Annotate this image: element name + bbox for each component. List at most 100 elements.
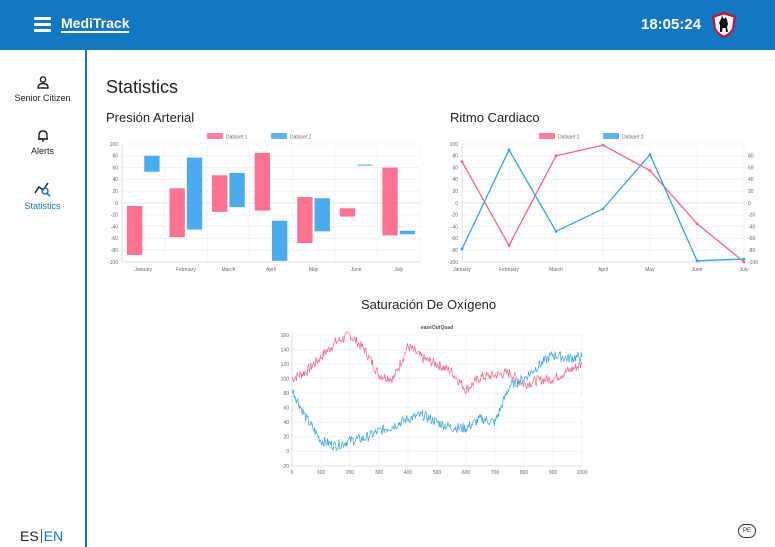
data-point [601,143,605,147]
data-point [742,260,746,264]
blood-pressure-chart: 100 80 60 40 20 0 -20 -40 -60 -80 -100 January Febru… [108,133,421,273]
y2-tick-label: -60 [748,236,755,242]
bar [297,197,313,244]
y-tick-label: -60 [111,236,118,242]
data-point [507,148,511,152]
oxygen-chart-title: Saturación De Oxígeno [361,297,497,312]
x-tick-label: 500 [433,470,442,476]
lang-divider [40,529,42,543]
y-tick-label: 40 [452,177,458,183]
y-tick-label: 20 [452,189,458,195]
bell-icon [37,130,48,142]
bar [339,208,356,217]
y-tick-label: 100 [110,142,119,148]
y-tick-label: 120 [281,362,290,368]
top-bar: MediTrack 18:05:24 [0,0,775,50]
clock: 18:05:24 [641,16,702,33]
brand-link[interactable]: MediTrack [61,15,130,33]
legend-label: Dataset 1 [558,135,580,141]
x-tick-label: 0 [291,470,294,476]
chart-search-icon [33,182,51,197]
bar [314,198,330,232]
y2-tick-label: 40 [748,177,754,183]
data-point [554,154,558,158]
bar [357,164,373,166]
y2-tick-label: 0 [748,201,751,207]
data-point [460,247,464,251]
y-tick-label: 60 [112,165,118,171]
x-tick-label: July [740,267,749,273]
bar [254,152,270,211]
heart-rate-chart-title: Ritmo Cardiaco [450,110,540,125]
lang-en-button[interactable]: EN [43,528,64,544]
sidebar: Senior Citizen Alerts Statistics ES EN [0,50,87,547]
x-tick-label: 1000 [576,470,587,476]
lang-es-button[interactable]: ES [20,528,39,544]
data-point [554,229,558,233]
data-point [601,207,605,211]
x-tick-label: 300 [375,470,384,476]
y-tick-label: 20 [112,189,118,195]
x-tick-label: January [453,267,471,273]
bar [399,230,416,235]
y-tick-label: -80 [111,248,118,254]
y-tick-label: 0 [115,201,118,207]
legend-swatch [271,133,287,139]
x-tick-label: 400 [404,470,413,476]
sidebar-item-label: Alerts [30,146,54,156]
x-tick-label: March [549,267,563,273]
x-tick-label: July [394,267,403,273]
sidebar-item-senior-citizen[interactable]: Senior Citizen [0,76,85,103]
page-title: Statistics [106,77,179,97]
y-tick-label: -20 [451,213,458,219]
sidebar-item-alerts[interactable]: Alerts [0,129,85,156]
y-tick-label: 20 [283,435,289,441]
data-point [648,153,652,157]
data-point [460,160,464,164]
x-tick-label: 900 [549,470,558,476]
language-switcher: ES EN [20,528,63,544]
y-tick-label: 140 [281,347,290,353]
hamburger-menu-icon[interactable] [34,17,51,32]
legend-label: Dataset 2 [290,135,312,141]
chart-caption: easeOutQuad [421,325,454,331]
x-tick-label: 700 [491,470,500,476]
legend-label: Dataset 1 [226,135,248,141]
bar [126,205,143,255]
sidebar-item-label: Senior Citizen [14,93,71,103]
x-tick-label: February [499,267,520,273]
y2-tick-label: -20 [748,213,755,219]
y2-tick-label: 80 [748,154,754,160]
x-tick-label: May [645,267,655,273]
shield-avatar-icon[interactable] [710,11,738,39]
data-point [648,169,652,172]
y2-tick-label: -40 [748,224,755,230]
y2-tick-label: -100 [748,260,758,266]
y-tick-label: -100 [108,260,118,266]
pe-badge[interactable]: PE [738,524,756,538]
y2-tick-label: 60 [748,165,754,171]
bar [144,155,160,172]
y-tick-label: -60 [451,236,458,242]
sidebar-item-statistics[interactable]: Statistics [0,181,85,211]
y-tick-label: -40 [111,224,118,230]
data-point [507,244,511,247]
y-tick-label: 160 [281,333,290,339]
bar [169,188,185,238]
y-tick-label: -40 [451,224,458,230]
x-tick-label: April [598,267,608,273]
x-tick-label: February [176,267,197,273]
x-tick-label: 800 [520,470,529,476]
series-line [291,331,583,394]
x-tick-label: April [266,267,276,273]
bar [382,167,398,236]
y2-tick-label: 20 [748,189,754,195]
y-tick-label: 40 [112,177,118,183]
x-tick-label: June [351,267,362,273]
y-tick-label: -20 [282,464,289,470]
y2-tick-label: -80 [748,248,755,254]
x-tick-label: June [692,267,703,273]
sidebar-item-label: Statistics [24,201,61,211]
heart-rate-chart: 100 80 60 40 20 0 -20 -40 -60 -80 -100 80 60 40 20 0 -20… [448,133,758,273]
y-tick-label: 40 [283,420,289,426]
